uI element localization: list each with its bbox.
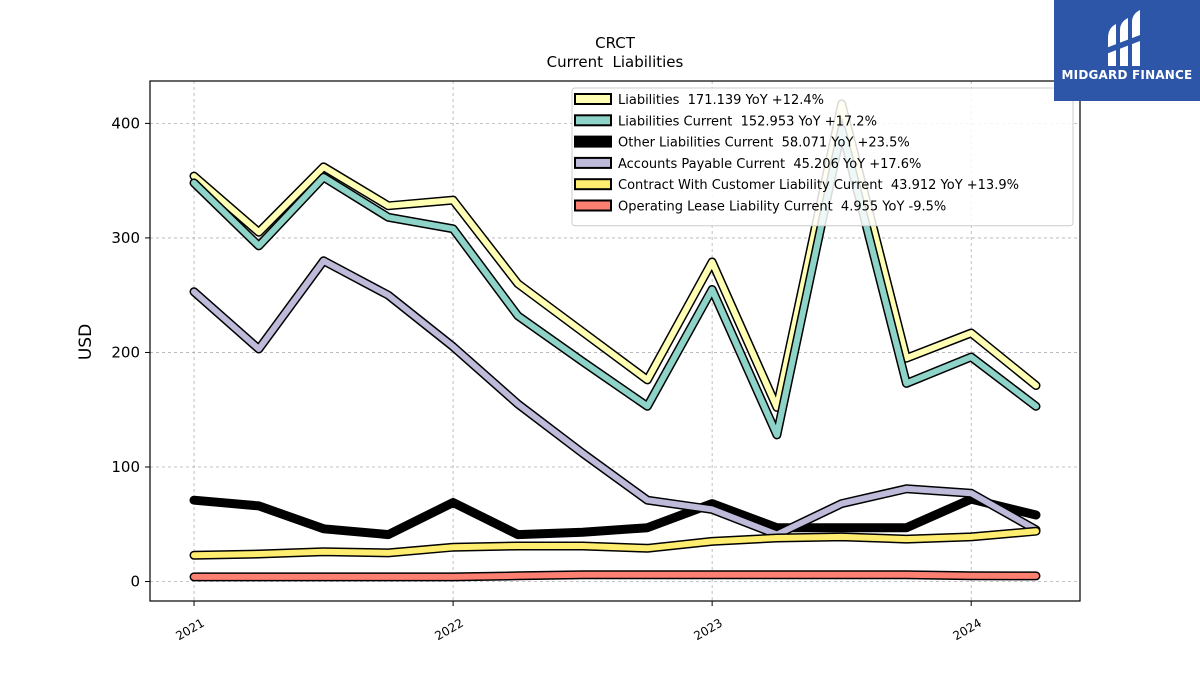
legend-box (571, 87, 1074, 227)
legend: Liabilities 171.139 YoY +12.4% Liabilitie… (571, 87, 1074, 227)
logo-text: MIDGARD FINANCE (1061, 68, 1193, 82)
legend-swatch-liabilities-current (574, 114, 612, 127)
series-line-liabilities-current (191, 126, 1039, 438)
legend-label-contract-with-customer-liability-current: Contract With Customer Liability Current… (618, 178, 1019, 193)
legend-swatch-other-liabilities-current (574, 135, 612, 148)
legend-swatch-liabilities (574, 93, 612, 105)
legend-label-liabilities-current: Liabilities Current 152.953 YoY +17.2% (618, 114, 877, 129)
chart-subtitle: Current Liabilities (547, 53, 684, 71)
x-tick-label: 2024 (950, 616, 983, 643)
legend-label-accounts-payable-current: Accounts Payable Current 45.206 YoY +17.… (618, 157, 921, 172)
series-line-operating-lease-liability-current (191, 571, 1039, 580)
legend-label-operating-lease-liability-current: Operating Lease Liability Current 4.955 … (618, 200, 946, 215)
y-tick-label: 300 (111, 229, 140, 247)
x-tick-label: 2023 (691, 616, 724, 643)
logo-mark-icon (1106, 10, 1148, 66)
x-tick-label: 2021 (173, 616, 206, 643)
series-line-liabilities (191, 100, 1039, 411)
y-axis-label: USD (76, 324, 96, 360)
midgard-finance-logo: MIDGARD FINANCE (1054, 0, 1200, 101)
series-outline-accounts-payable-current (189, 256, 1041, 540)
plot-frame (149, 80, 1081, 602)
series-line-contract-with-customer-liability-current (191, 528, 1039, 559)
y-tick-label: 200 (111, 343, 140, 361)
legend-swatch-contract-with-customer-liability-current (574, 178, 612, 191)
legend-label-other-liabilities-current: Other Liabilities Current 58.071 YoY +23… (618, 136, 910, 151)
x-tick-label: 2022 (432, 616, 465, 643)
legend-swatch-operating-lease-liability-current (574, 199, 612, 212)
chart-title: CRCT (595, 34, 636, 52)
y-tick-label: 100 (111, 458, 140, 476)
y-tick-label: 400 (111, 114, 140, 132)
series-lines (189, 99, 1041, 582)
y-tick-label: 0 (130, 573, 140, 591)
series-line-other-liabilities-current (189, 494, 1041, 540)
legend-swatch-accounts-payable-current (574, 156, 612, 169)
series-line-accounts-payable-current (191, 257, 1039, 538)
legend-label-liabilities: Liabilities 171.139 YoY +12.4% (618, 93, 824, 108)
